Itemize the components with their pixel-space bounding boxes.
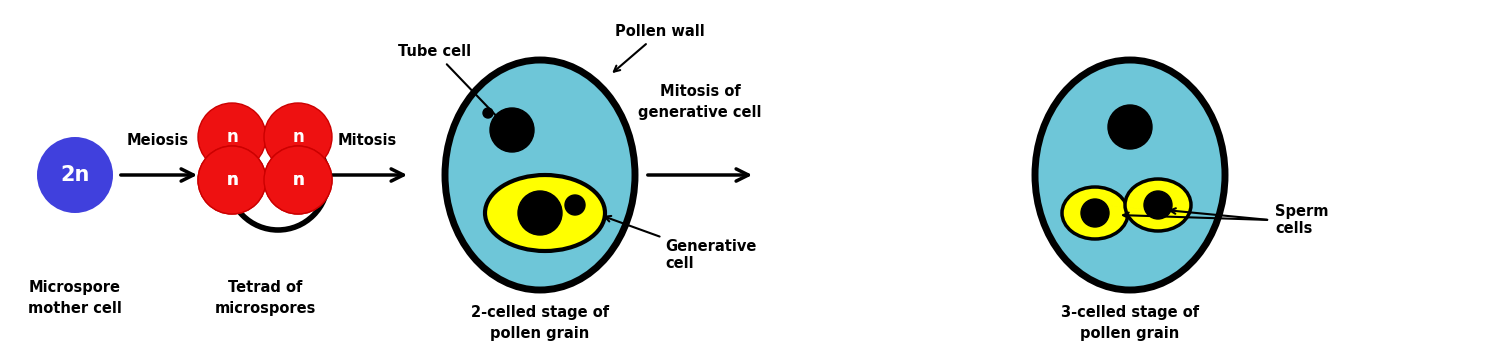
- Text: Mitosis: Mitosis: [338, 133, 396, 148]
- Ellipse shape: [484, 175, 604, 251]
- Text: n: n: [226, 128, 238, 146]
- Circle shape: [566, 195, 585, 215]
- Circle shape: [38, 137, 112, 213]
- Ellipse shape: [1062, 187, 1128, 239]
- Circle shape: [198, 146, 266, 214]
- Text: n: n: [292, 171, 304, 189]
- Ellipse shape: [446, 60, 634, 290]
- Ellipse shape: [1125, 179, 1191, 231]
- Text: Microspore
mother cell: Microspore mother cell: [28, 280, 122, 316]
- Text: 2n: 2n: [60, 165, 90, 185]
- Circle shape: [264, 103, 332, 171]
- Circle shape: [264, 146, 332, 214]
- Text: Generative
cell: Generative cell: [604, 216, 756, 271]
- Text: Tetrad of
microspores: Tetrad of microspores: [214, 280, 315, 316]
- Circle shape: [1108, 105, 1152, 149]
- Circle shape: [490, 108, 534, 152]
- Text: 3-celled stage of
pollen grain: 3-celled stage of pollen grain: [1060, 305, 1198, 341]
- Text: Mitosis of
generative cell: Mitosis of generative cell: [639, 84, 762, 120]
- Text: n: n: [292, 128, 304, 146]
- Ellipse shape: [1035, 60, 1226, 290]
- Text: n: n: [226, 171, 238, 189]
- Circle shape: [518, 191, 562, 235]
- Circle shape: [198, 146, 266, 214]
- Text: n: n: [226, 171, 238, 189]
- Circle shape: [1082, 199, 1108, 227]
- Text: Tube cell: Tube cell: [399, 44, 501, 121]
- Circle shape: [264, 146, 332, 214]
- Text: n: n: [292, 171, 304, 189]
- Text: Meiosis: Meiosis: [128, 133, 189, 148]
- Text: Pollen wall: Pollen wall: [614, 25, 705, 72]
- Circle shape: [228, 130, 328, 230]
- Circle shape: [483, 108, 494, 118]
- Text: 2-celled stage of
pollen grain: 2-celled stage of pollen grain: [471, 305, 609, 341]
- Text: Sperm
cells: Sperm cells: [1275, 204, 1329, 236]
- Circle shape: [198, 103, 266, 171]
- Circle shape: [1144, 191, 1172, 219]
